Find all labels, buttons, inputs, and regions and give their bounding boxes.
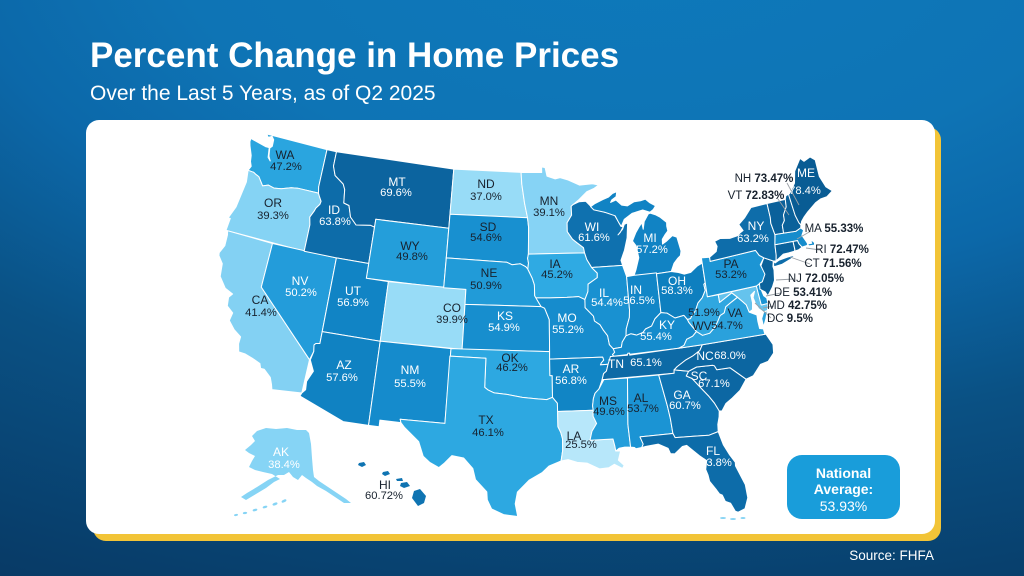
svg-text:UT: UT <box>345 284 362 298</box>
svg-text:MO: MO <box>557 311 576 325</box>
svg-text:58.3%: 58.3% <box>661 285 693 297</box>
svg-text:60.7%: 60.7% <box>669 400 701 412</box>
svg-text:ME: ME <box>797 166 815 180</box>
svg-text:MI: MI <box>643 231 656 245</box>
svg-text:55.4%: 55.4% <box>640 331 672 343</box>
svg-text:RI 72.47%: RI 72.47% <box>815 244 869 256</box>
svg-text:50.9%: 50.9% <box>470 280 502 292</box>
svg-text:56.8%: 56.8% <box>555 375 587 387</box>
svg-text:54.7%: 54.7% <box>711 320 743 332</box>
svg-text:NC: NC <box>696 349 714 363</box>
svg-text:46.2%: 46.2% <box>496 362 528 374</box>
svg-text:37.0%: 37.0% <box>470 191 502 203</box>
svg-text:KY: KY <box>659 318 675 332</box>
svg-text:OH: OH <box>668 274 686 288</box>
svg-text:51.9%: 51.9% <box>688 307 720 319</box>
svg-text:FL: FL <box>706 444 720 458</box>
svg-text:NM: NM <box>401 363 420 377</box>
svg-text:67.1%: 67.1% <box>698 378 730 390</box>
svg-text:61.6%: 61.6% <box>578 232 610 244</box>
svg-text:MS: MS <box>599 394 617 408</box>
svg-text:CO: CO <box>443 301 461 315</box>
svg-text:NH 73.47%: NH 73.47% <box>735 173 794 185</box>
svg-text:CT 71.56%: CT 71.56% <box>804 258 861 270</box>
svg-text:MT: MT <box>388 175 406 189</box>
svg-text:25.5%: 25.5% <box>565 439 597 451</box>
svg-text:GA: GA <box>673 388 690 402</box>
svg-text:IL: IL <box>599 286 609 300</box>
svg-text:WV: WV <box>692 319 711 333</box>
svg-text:NV: NV <box>292 274 309 288</box>
svg-text:38.4%: 38.4% <box>268 459 300 471</box>
svg-text:78.4%: 78.4% <box>789 185 821 197</box>
svg-text:NJ 72.05%: NJ 72.05% <box>788 273 844 285</box>
svg-text:TN: TN <box>608 357 624 371</box>
svg-text:46.1%: 46.1% <box>472 427 504 439</box>
svg-text:69.6%: 69.6% <box>380 187 412 199</box>
svg-text:VA: VA <box>727 306 742 320</box>
svg-text:68.0%: 68.0% <box>714 350 746 362</box>
svg-text:55.5%: 55.5% <box>394 378 426 390</box>
svg-text:56.9%: 56.9% <box>337 297 369 309</box>
svg-text:OR: OR <box>264 196 282 210</box>
svg-text:39.3%: 39.3% <box>257 210 289 222</box>
svg-text:63.8%: 63.8% <box>319 216 351 228</box>
svg-text:53.7%: 53.7% <box>627 403 659 415</box>
svg-text:VT 72.83%: VT 72.83% <box>728 190 785 202</box>
svg-text:50.2%: 50.2% <box>285 287 317 299</box>
svg-text:SD: SD <box>480 220 497 234</box>
svg-text:ND: ND <box>477 177 495 191</box>
svg-text:54.4%: 54.4% <box>591 297 623 309</box>
svg-text:LA: LA <box>567 429 582 443</box>
svg-text:57.6%: 57.6% <box>326 372 358 384</box>
svg-text:SC: SC <box>691 369 708 383</box>
svg-text:MD 42.75%: MD 42.75% <box>767 300 827 312</box>
svg-text:54.6%: 54.6% <box>470 232 502 244</box>
svg-text:MA 55.33%: MA 55.33% <box>805 223 864 235</box>
svg-text:AK: AK <box>273 445 289 459</box>
svg-text:MN: MN <box>540 194 559 208</box>
svg-text:AZ: AZ <box>336 358 351 372</box>
svg-text:65.1%: 65.1% <box>630 357 662 369</box>
svg-text:49.8%: 49.8% <box>396 251 428 263</box>
svg-text:55.2%: 55.2% <box>552 324 584 336</box>
svg-text:63.8%: 63.8% <box>700 457 732 469</box>
svg-text:PA: PA <box>723 257 738 271</box>
svg-text:45.2%: 45.2% <box>541 269 573 281</box>
svg-text:WI: WI <box>585 220 600 234</box>
svg-text:ID: ID <box>328 203 340 217</box>
svg-text:NE: NE <box>481 266 498 280</box>
svg-text:63.2%: 63.2% <box>737 233 769 245</box>
svg-text:57.2%: 57.2% <box>636 244 668 256</box>
svg-text:IN: IN <box>630 283 642 297</box>
svg-text:AR: AR <box>563 362 580 376</box>
svg-text:60.72%: 60.72% <box>365 490 403 502</box>
svg-text:WA: WA <box>276 148 295 162</box>
svg-text:IA: IA <box>549 257 560 271</box>
svg-text:41.4%: 41.4% <box>245 307 277 319</box>
svg-text:39.1%: 39.1% <box>533 207 565 219</box>
svg-text:NY: NY <box>748 219 765 233</box>
svg-text:WY: WY <box>400 239 419 253</box>
svg-text:53.2%: 53.2% <box>715 269 747 281</box>
svg-text:HI: HI <box>379 478 391 492</box>
svg-text:KS: KS <box>497 309 513 323</box>
svg-text:54.9%: 54.9% <box>488 322 520 334</box>
svg-text:DC 9.5%: DC 9.5% <box>767 313 813 325</box>
svg-text:49.6%: 49.6% <box>593 406 625 418</box>
svg-text:DE 53.41%: DE 53.41% <box>774 287 832 299</box>
svg-text:56.5%: 56.5% <box>623 295 655 307</box>
svg-text:39.9%: 39.9% <box>436 314 468 326</box>
svg-text:TX: TX <box>478 413 493 427</box>
svg-text:47.2%: 47.2% <box>270 161 302 173</box>
svg-text:OK: OK <box>501 351 518 365</box>
svg-text:CA: CA <box>252 293 269 307</box>
svg-text:AL: AL <box>634 391 649 405</box>
